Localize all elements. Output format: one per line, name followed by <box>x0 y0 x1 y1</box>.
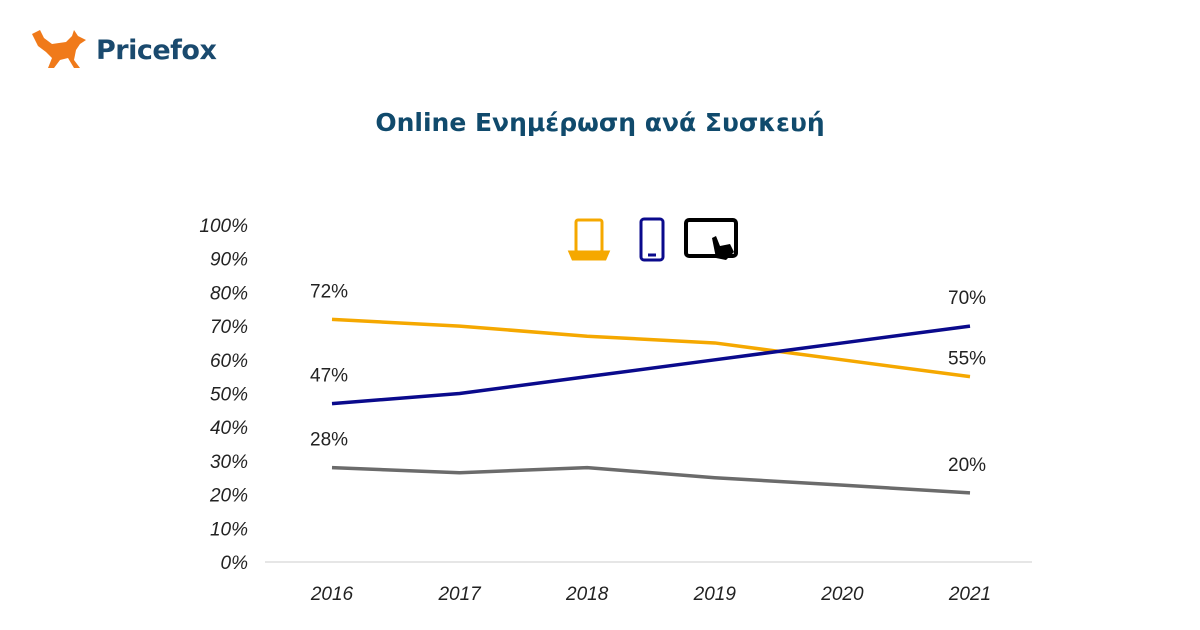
y-tick-label: 10% <box>210 519 248 540</box>
tablet-series-line <box>331 465 971 495</box>
smartphone-last-label: 70% <box>948 288 986 309</box>
legend <box>567 217 738 262</box>
laptop-series-line <box>331 317 971 379</box>
x-tick-label: 2016 <box>310 584 354 605</box>
y-tick-label: 20% <box>209 486 248 507</box>
x-tick-label: 2019 <box>693 584 737 605</box>
smartphone-first-label: 47% <box>310 366 348 387</box>
brand-name: Pricefox <box>96 34 217 66</box>
chart-title: Online Ενημέρωση ανά Συσκευή <box>375 108 825 137</box>
y-tick-label: 90% <box>210 250 248 271</box>
y-tick-label: 0% <box>221 553 249 574</box>
x-tick-label: 2021 <box>948 584 991 605</box>
y-tick-label: 100% <box>199 216 248 237</box>
y-tick-label: 60% <box>210 351 248 372</box>
y-tick-label: 50% <box>210 385 248 406</box>
smartphone-series-line <box>331 324 971 406</box>
pricefox-logo[interactable]: Pricefox <box>30 28 217 72</box>
fox-icon <box>32 30 86 68</box>
tablet-icon <box>684 218 738 260</box>
x-tick-label: 2020 <box>820 584 864 605</box>
tablet-first-label: 28% <box>310 430 348 451</box>
smartphone-icon <box>639 217 665 262</box>
tablet-last-label: 20% <box>948 455 986 476</box>
x-tick-label: 2017 <box>437 584 482 605</box>
y-tick-label: 70% <box>210 317 248 338</box>
laptop-first-label: 72% <box>310 281 348 302</box>
y-tick-label: 80% <box>210 283 248 304</box>
y-tick-label: 40% <box>210 418 248 439</box>
laptop-last-label: 55% <box>948 349 986 370</box>
y-tick-label: 30% <box>210 452 248 473</box>
laptop-icon <box>567 218 611 261</box>
x-tick-label: 2018 <box>565 584 609 605</box>
